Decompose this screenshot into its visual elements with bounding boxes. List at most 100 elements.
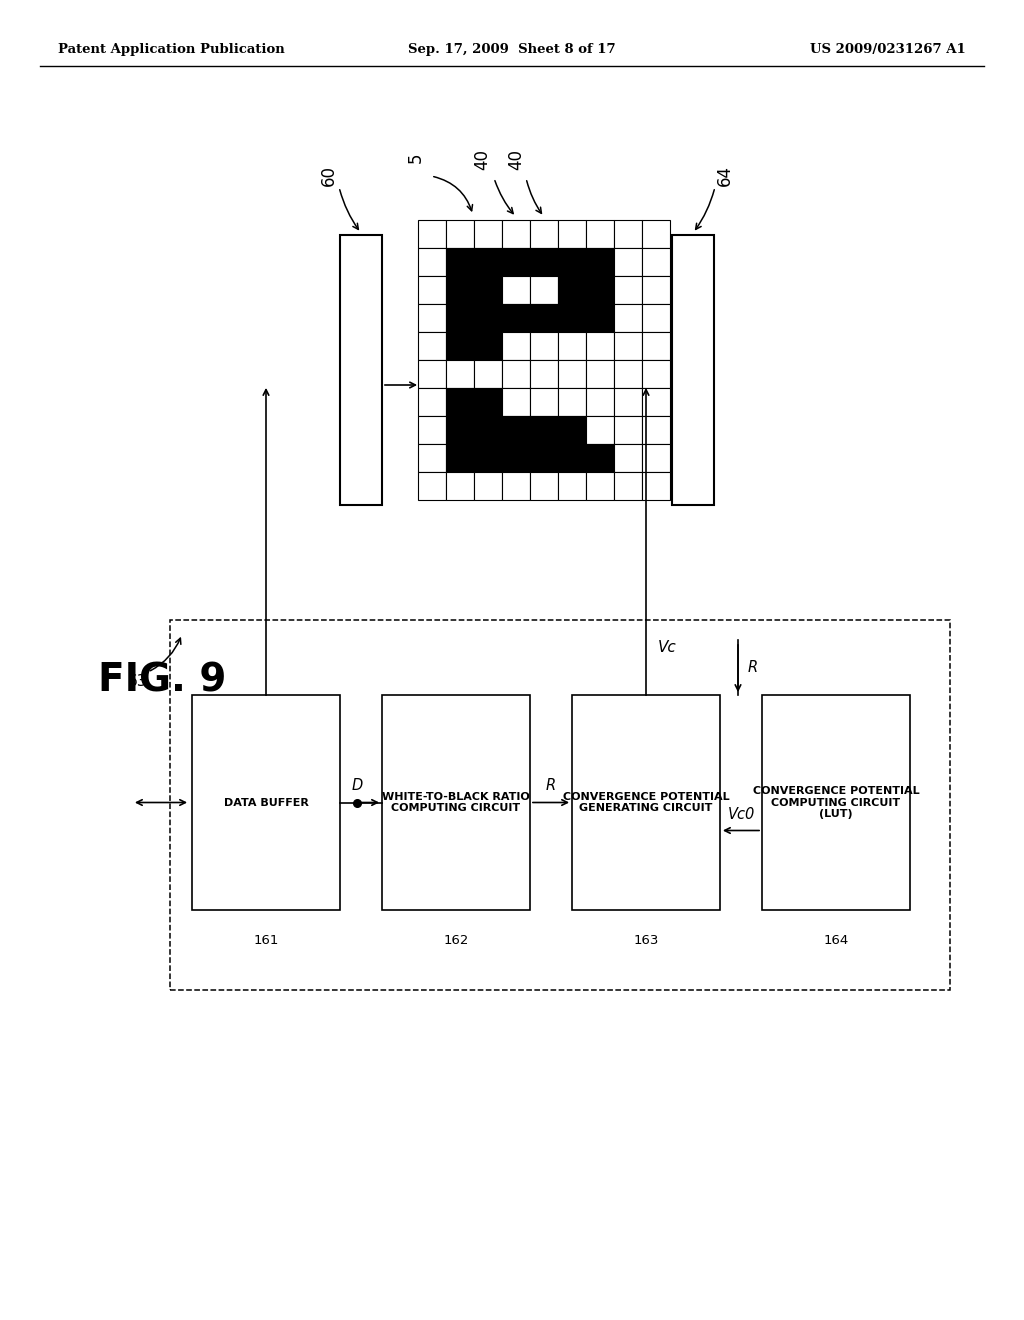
Bar xyxy=(446,473,474,500)
Bar xyxy=(446,360,474,388)
Bar xyxy=(502,444,530,473)
Bar xyxy=(446,388,474,416)
Text: Vc0: Vc0 xyxy=(727,807,755,822)
Text: CONVERGENCE POTENTIAL
COMPUTING CIRCUIT
(LUT): CONVERGENCE POTENTIAL COMPUTING CIRCUIT … xyxy=(753,785,920,820)
Bar xyxy=(558,333,586,360)
Text: Sep. 17, 2009  Sheet 8 of 17: Sep. 17, 2009 Sheet 8 of 17 xyxy=(409,44,615,57)
Bar xyxy=(418,388,446,416)
Bar xyxy=(586,416,614,444)
Text: US 2009/0231267 A1: US 2009/0231267 A1 xyxy=(810,44,966,57)
Bar xyxy=(418,416,446,444)
Text: R: R xyxy=(748,660,758,675)
Bar xyxy=(502,304,530,333)
Bar xyxy=(586,248,614,276)
Bar xyxy=(446,248,474,276)
Bar xyxy=(586,276,614,304)
Bar xyxy=(614,276,642,304)
Bar xyxy=(418,304,446,333)
Bar xyxy=(530,248,558,276)
Bar xyxy=(530,388,558,416)
Bar xyxy=(474,304,502,333)
Text: 161: 161 xyxy=(253,933,279,946)
Bar xyxy=(558,360,586,388)
Bar xyxy=(614,416,642,444)
Bar xyxy=(586,473,614,500)
Bar xyxy=(558,416,586,444)
Bar xyxy=(502,416,530,444)
Bar xyxy=(586,444,614,473)
Text: D: D xyxy=(351,777,362,793)
Bar xyxy=(446,444,474,473)
Bar xyxy=(558,444,586,473)
Text: 40: 40 xyxy=(507,149,525,170)
Bar xyxy=(614,304,642,333)
Bar xyxy=(614,444,642,473)
Bar xyxy=(586,388,614,416)
Bar xyxy=(170,620,950,990)
Bar xyxy=(642,444,670,473)
Bar xyxy=(530,416,558,444)
Bar xyxy=(418,220,446,248)
Text: WHITE-TO-BLACK RATIO
COMPUTING CIRCUIT: WHITE-TO-BLACK RATIO COMPUTING CIRCUIT xyxy=(382,792,529,813)
Bar xyxy=(672,235,714,506)
Bar xyxy=(340,235,382,506)
Bar xyxy=(642,473,670,500)
Bar xyxy=(446,416,474,444)
Bar xyxy=(614,473,642,500)
Bar xyxy=(474,416,502,444)
Text: Vc: Vc xyxy=(658,640,677,656)
Bar xyxy=(418,360,446,388)
Text: 162: 162 xyxy=(443,933,469,946)
Bar xyxy=(642,276,670,304)
Text: FIG. 9: FIG. 9 xyxy=(98,661,226,700)
Bar xyxy=(530,444,558,473)
Bar xyxy=(530,220,558,248)
Bar xyxy=(474,444,502,473)
Bar xyxy=(474,248,502,276)
Bar xyxy=(502,220,530,248)
Text: 64: 64 xyxy=(716,165,734,186)
Text: Patent Application Publication: Patent Application Publication xyxy=(58,44,285,57)
Text: 40: 40 xyxy=(473,149,490,170)
Bar xyxy=(418,276,446,304)
Text: 164: 164 xyxy=(823,933,849,946)
Bar xyxy=(418,473,446,500)
Bar xyxy=(586,304,614,333)
Bar xyxy=(614,333,642,360)
Bar xyxy=(530,473,558,500)
Bar xyxy=(193,696,340,909)
Bar xyxy=(586,220,614,248)
Text: 60: 60 xyxy=(319,165,338,186)
Bar xyxy=(474,360,502,388)
Bar xyxy=(558,388,586,416)
Bar xyxy=(474,220,502,248)
Bar xyxy=(502,360,530,388)
Bar xyxy=(474,276,502,304)
Bar xyxy=(530,304,558,333)
Bar xyxy=(446,304,474,333)
Bar xyxy=(642,360,670,388)
Text: DATA BUFFER: DATA BUFFER xyxy=(223,797,308,808)
Text: 5: 5 xyxy=(407,153,425,164)
Bar xyxy=(474,333,502,360)
Bar xyxy=(586,360,614,388)
Bar xyxy=(446,333,474,360)
Bar xyxy=(572,696,720,909)
Bar xyxy=(530,276,558,304)
Text: R: R xyxy=(546,777,556,793)
Bar xyxy=(614,220,642,248)
Bar xyxy=(762,696,910,909)
Bar xyxy=(642,248,670,276)
Bar xyxy=(474,473,502,500)
Bar xyxy=(502,388,530,416)
Bar xyxy=(558,473,586,500)
Bar xyxy=(586,333,614,360)
Bar xyxy=(474,388,502,416)
Bar xyxy=(558,220,586,248)
Bar xyxy=(642,388,670,416)
Bar xyxy=(418,333,446,360)
Bar xyxy=(502,248,530,276)
Bar xyxy=(642,333,670,360)
Bar xyxy=(558,276,586,304)
Bar xyxy=(614,248,642,276)
